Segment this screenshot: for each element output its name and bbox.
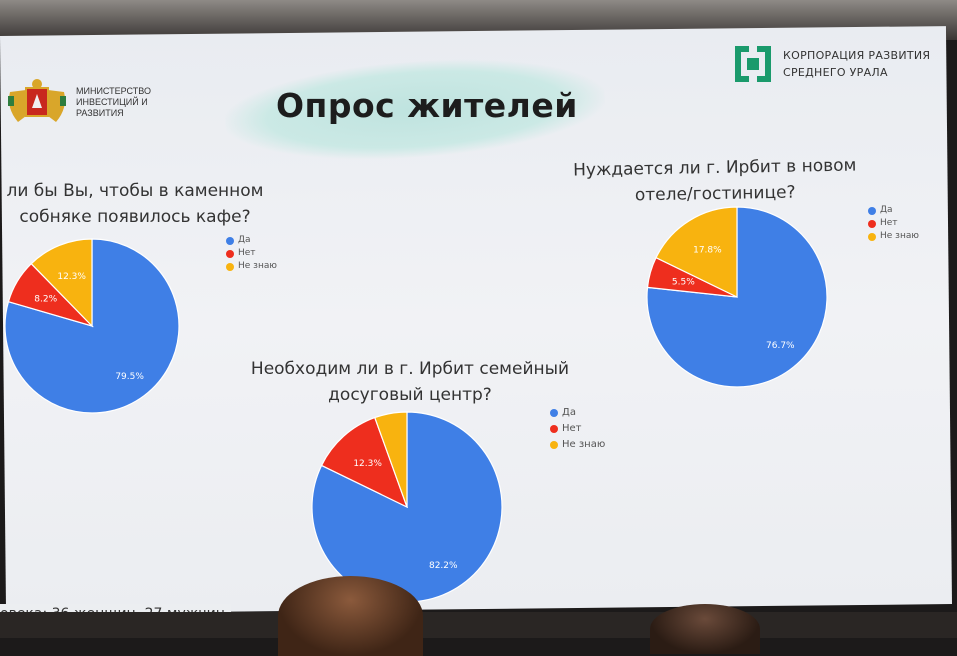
legend-dot-icon <box>868 206 876 215</box>
legend-dot-icon <box>226 249 234 258</box>
legend-label: Не знаю <box>238 261 277 271</box>
ministry-line-1: Министерство <box>76 85 151 96</box>
chart-3-legend: Да Нет Не знаю <box>550 405 605 453</box>
chart-3-title-line-2: досуговый центр? <box>328 385 492 405</box>
legend-label: Нет <box>238 248 256 258</box>
legend-dot-icon <box>550 425 558 433</box>
chart-1-label-yes: 79.5% <box>115 372 144 382</box>
legend-item-yes: Да <box>226 234 277 247</box>
legend-dot-icon <box>550 441 558 449</box>
corporation-logo-icon <box>735 46 771 82</box>
corporation-logo: КОРПОРАЦИЯ РАЗВИТИЯ СРЕДНЕГО УРАЛА <box>733 44 930 84</box>
chart-3-slice-dont-know <box>374 411 408 508</box>
corporation-line-1: КОРПОРАЦИЯ РАЗВИТИЯ <box>783 49 931 62</box>
chart-3-label-yes: 82.2% <box>429 561 458 571</box>
chart-1-title-line-2: собняке появилось кафе? <box>19 207 251 227</box>
screen-frame-bottom <box>0 612 957 638</box>
ministry-logo: Министерство инвестиций и развития <box>4 78 156 126</box>
audience-head <box>650 604 760 654</box>
legend-label: Не знаю <box>880 231 919 241</box>
chart-3-slice-no <box>320 416 409 509</box>
ministry-line-3: развития <box>76 107 124 118</box>
corporation-line-2: СРЕДНЕГО УРАЛА <box>783 66 888 79</box>
chart-1-title: ли бы Вы, чтобы в каменном собняке появи… <box>0 178 280 230</box>
legend-item-no: Нет <box>226 247 277 260</box>
chart-3-label-no: 12.3% <box>353 459 382 469</box>
legend-label: Да <box>238 235 251 245</box>
chart-3-title-line-1: Необходим ли в г. Ирбит семейный <box>250 359 570 379</box>
legend-item-no: Нет <box>868 217 919 230</box>
legend-label: Нет <box>562 423 582 434</box>
chart-2-legend: Да Нет Не знаю <box>868 204 919 243</box>
legend-dot-icon <box>868 219 876 228</box>
legend-label: Да <box>880 205 893 215</box>
chart-2-label-no: 5.5% <box>672 278 695 288</box>
slide-title: Опрос жителей <box>276 86 578 125</box>
legend-label: Не знаю <box>562 439 606 450</box>
chart-2-label-dont-know: 17.8% <box>693 246 722 256</box>
coat-of-arms-icon <box>8 79 66 122</box>
legend-item-dont-know: Не знаю <box>550 437 605 453</box>
chart-3-title: Необходим ли в г. Ирбит семейный досугов… <box>230 356 590 408</box>
legend-dot-icon <box>550 409 558 417</box>
legend-item-yes: Да <box>868 204 919 217</box>
legend-dot-icon <box>226 262 234 271</box>
legend-item-yes: Да <box>550 405 605 421</box>
chart-1-legend: Да Нет Не знаю <box>226 234 277 273</box>
chart-1-label-no: 8.2% <box>34 294 57 304</box>
chart-2-slice-dont-know <box>655 206 738 298</box>
legend-label: Да <box>562 407 576 418</box>
legend-item-dont-know: Не знаю <box>226 260 277 273</box>
chart-1-label-dont-know: 12.3% <box>57 272 86 282</box>
chart-1-title-line-1: ли бы Вы, чтобы в каменном <box>6 181 264 201</box>
legend-dot-icon <box>868 232 876 241</box>
legend-dot-icon <box>226 236 234 245</box>
chart-1-slice-dont-know <box>30 238 93 328</box>
pie-charts: 79.5% 8.2% 12.3% 76.7% 5.5% 17.8% 82.2% 12.3% <box>4 206 828 603</box>
legend-item-no: Нет <box>550 421 605 437</box>
audience-head <box>278 576 423 656</box>
chart-2-label-yes: 76.7% <box>766 341 795 351</box>
legend-label: Нет <box>880 218 898 228</box>
ministry-line-2: инвестиций и <box>76 96 148 107</box>
legend-item-dont-know: Не знаю <box>868 230 919 243</box>
chart-1-slice-yes <box>4 238 180 414</box>
